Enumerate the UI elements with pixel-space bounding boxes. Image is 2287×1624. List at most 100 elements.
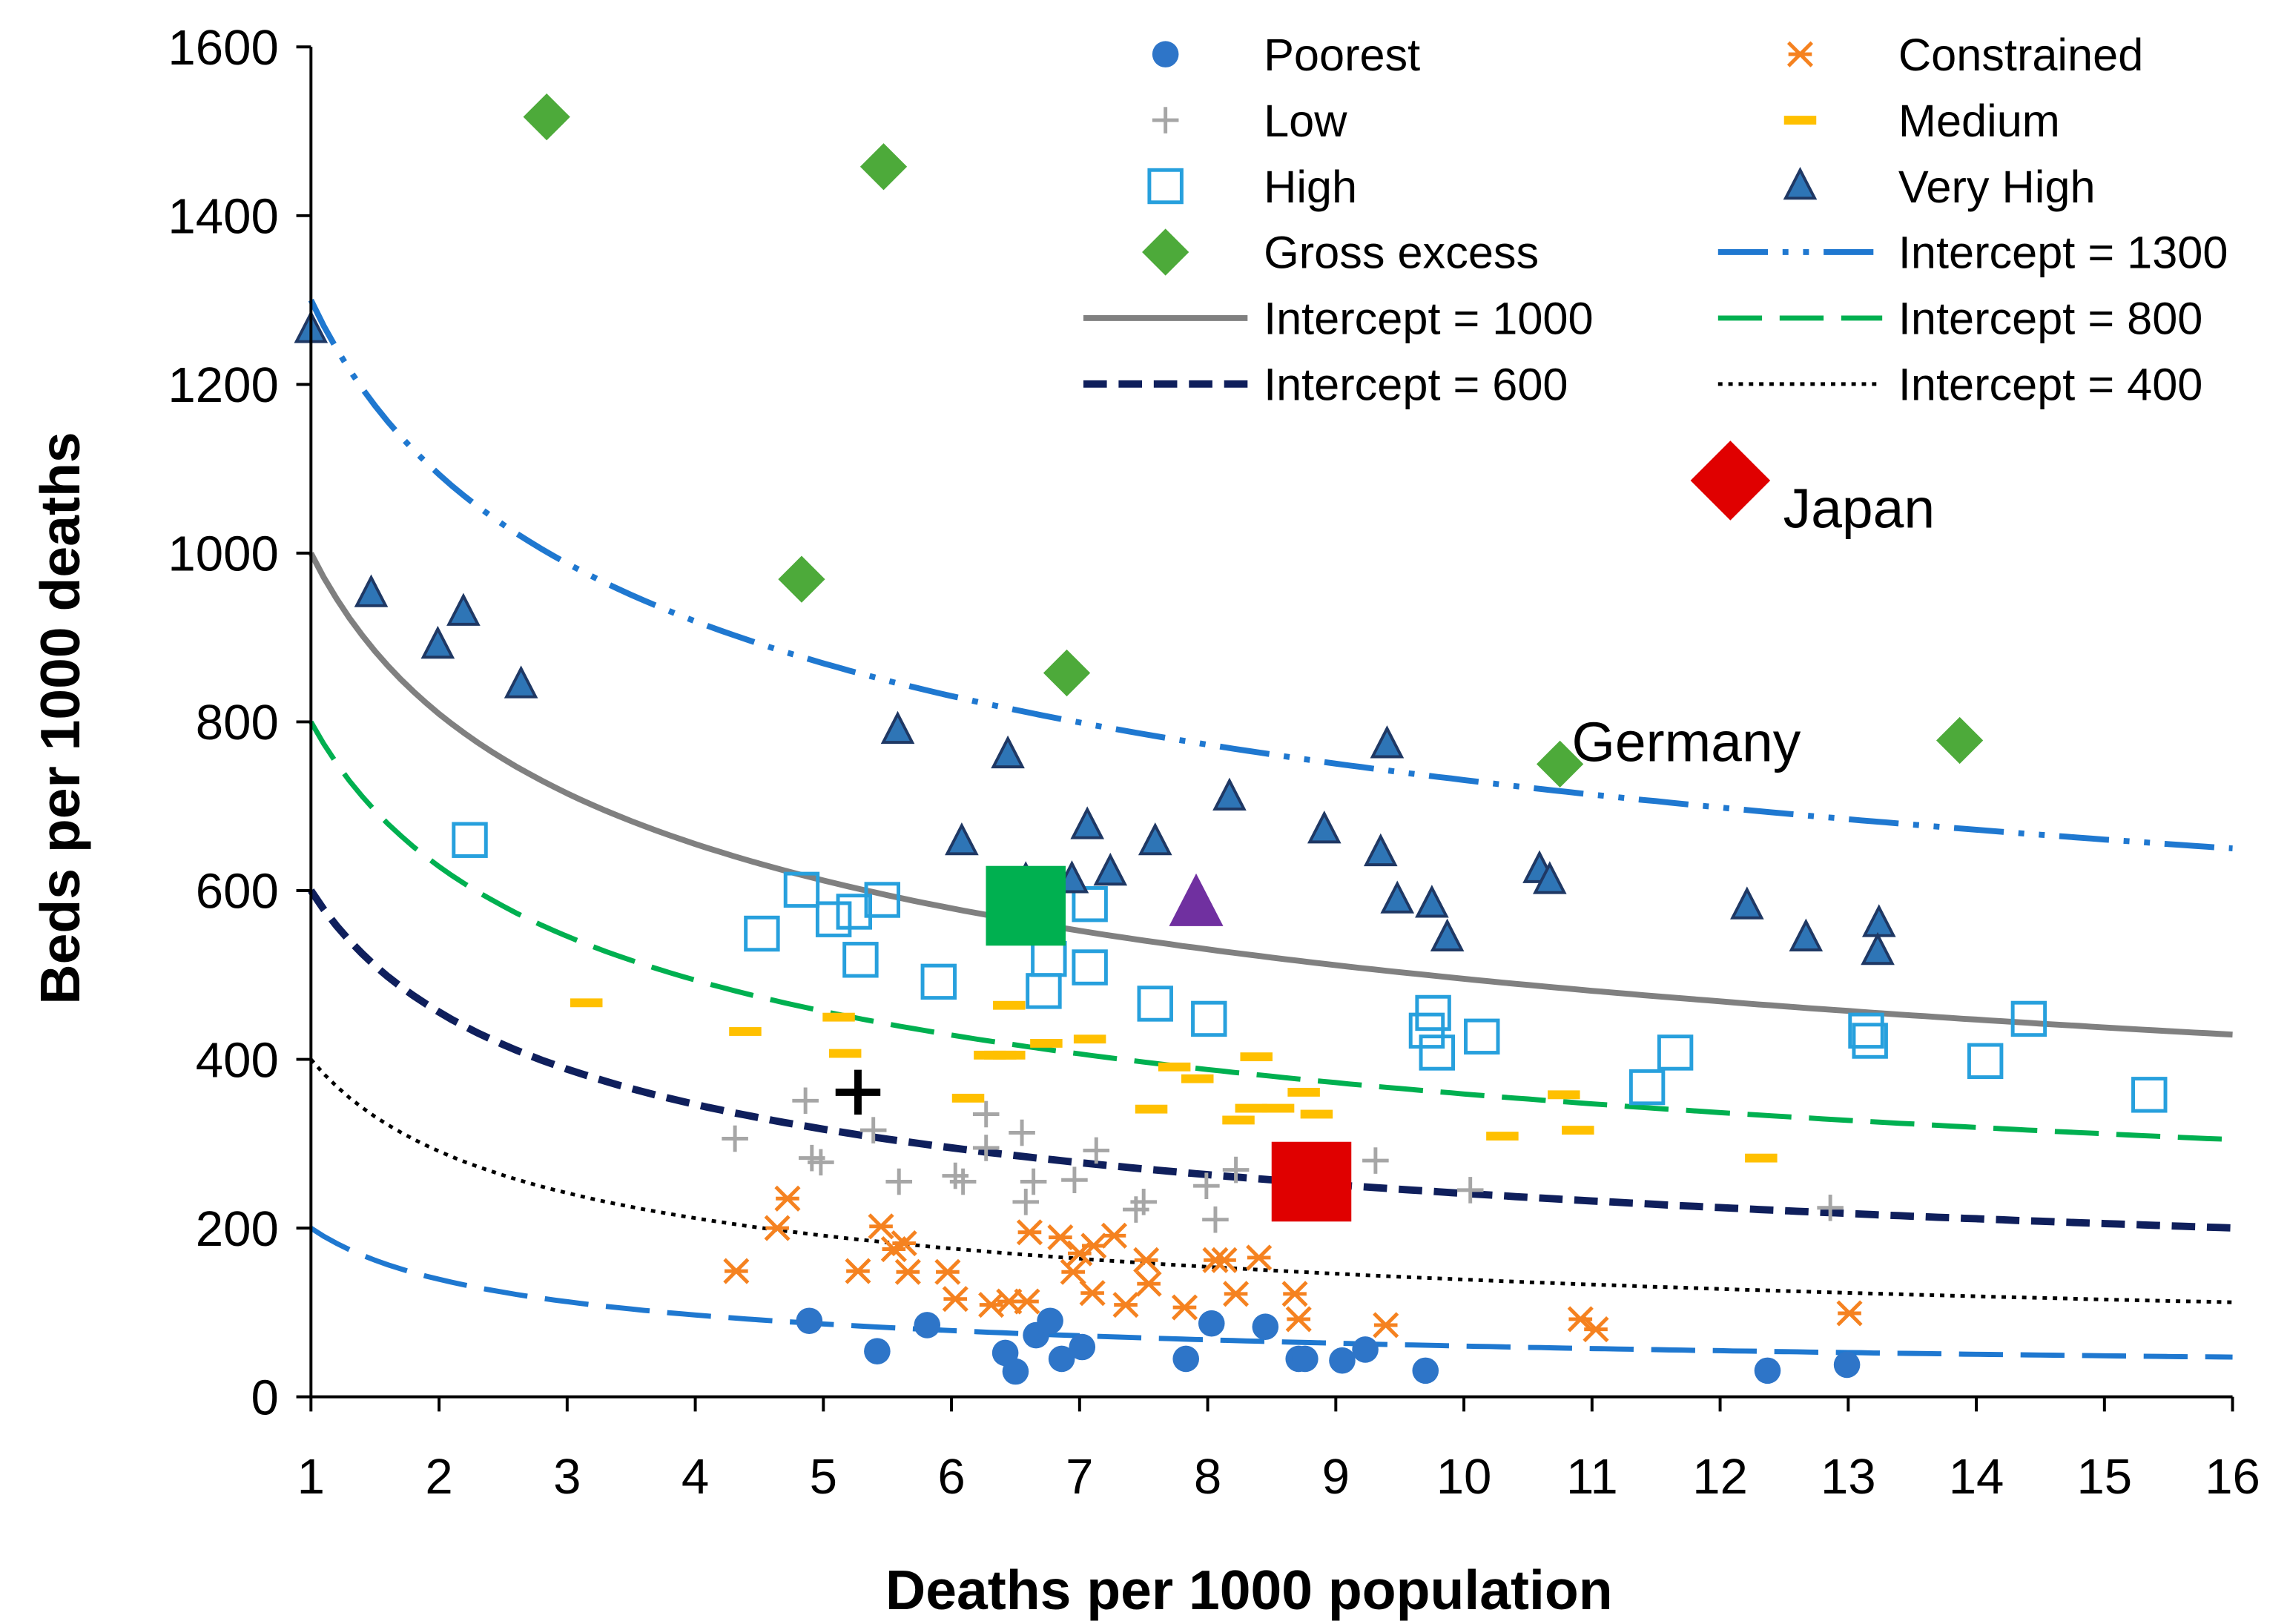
legend: Poorest Constrained Low Medium High Very High… — [1083, 30, 2228, 410]
point-poorest — [1002, 1358, 1029, 1385]
point-high — [1628, 1069, 1666, 1106]
point-very-high — [420, 625, 455, 659]
point-high — [1419, 1034, 1456, 1071]
legend-item-gross-excess: Gross excess — [1142, 228, 1539, 278]
x-tick-label: 5 — [810, 1449, 837, 1505]
point-very-high — [1070, 806, 1104, 839]
point-medium — [1486, 1132, 1519, 1141]
point-low — [1130, 1189, 1157, 1215]
point-very-high — [446, 593, 481, 626]
legend-item-intercept-=-1300: Intercept = 1300 — [1717, 228, 2228, 278]
point-gross-excess — [1935, 716, 1984, 765]
y-axis-title: Beds per 1000 deaths — [29, 432, 91, 1004]
point-low — [949, 1168, 977, 1195]
point-low — [885, 1168, 913, 1195]
point-very-high — [1789, 918, 1824, 951]
point-constrained — [1211, 1247, 1238, 1273]
legend-item-very-high: Very High — [1783, 162, 2096, 212]
point-low — [1193, 1172, 1220, 1199]
point-medium — [1030, 1038, 1063, 1048]
point-low — [1009, 1119, 1035, 1146]
point-gross-excess — [1537, 740, 1584, 788]
point-low — [1083, 1137, 1110, 1164]
point-medium — [1300, 1109, 1333, 1119]
point-very-high — [1138, 822, 1172, 856]
point-gross-excess — [778, 555, 825, 603]
point-medium — [822, 1012, 855, 1022]
point-high — [1026, 973, 1062, 1009]
highlight-point-5 — [1271, 1141, 1352, 1222]
point-high — [1848, 1012, 1884, 1049]
point-constrained — [1100, 1222, 1128, 1249]
point-high — [864, 882, 901, 918]
x-tick-label: 11 — [1566, 1449, 1618, 1505]
point-very-high — [354, 574, 389, 607]
point-high — [815, 901, 852, 937]
point-poorest — [1292, 1345, 1319, 1373]
legend-label: Constrained — [1898, 30, 2143, 80]
point-very-high — [1363, 833, 1398, 867]
point-medium — [1745, 1153, 1778, 1163]
point-low — [1202, 1206, 1229, 1233]
point-low — [792, 1087, 819, 1115]
legend-label: Gross excess — [1264, 228, 1539, 278]
point-high — [1072, 885, 1108, 922]
point-high — [920, 963, 957, 1000]
point-medium — [1287, 1087, 1320, 1097]
point-high — [1191, 1000, 1227, 1037]
point-high — [2131, 1077, 2168, 1113]
point-medium — [993, 1050, 1026, 1060]
point-constrained — [942, 1286, 968, 1313]
series-poorest — [796, 1307, 1861, 1385]
point-medium — [1181, 1074, 1214, 1083]
ticks: 1 2 3 4 5 6 7 8 9 10 11 12 13 14 15 1602004006008001000… — [168, 20, 2260, 1505]
point-constrained — [1014, 1288, 1040, 1315]
legend-swatch-gross-excess — [1142, 228, 1189, 276]
annotation-germany: Germany — [1571, 710, 1801, 773]
point-poorest — [1412, 1357, 1439, 1384]
point-constrained — [1016, 1219, 1043, 1246]
legend-swatch-poorest — [1152, 41, 1179, 67]
legend-swatch-constrained — [1786, 41, 1814, 67]
curve-intercept-400 — [309, 1057, 2233, 1304]
y-tick-label: 1200 — [168, 357, 278, 413]
point-very-high — [1430, 918, 1465, 951]
point-very-high — [1861, 931, 1895, 966]
point-very-high — [1415, 885, 1449, 918]
point-constrained — [1373, 1312, 1399, 1339]
data-points: Japan Germany — [294, 93, 2168, 1385]
point-very-high — [1093, 852, 1128, 886]
point-high — [452, 822, 488, 858]
point-constrained — [1285, 1306, 1312, 1333]
legend-item-intercept-=-800: Intercept = 800 — [1717, 294, 2202, 344]
point-poorest — [1329, 1347, 1356, 1374]
legend-item-high: High — [1147, 162, 1357, 212]
legend-label: Low — [1264, 96, 1347, 146]
point-low — [1012, 1189, 1040, 1215]
point-medium — [1158, 1062, 1191, 1072]
point-very-high — [1212, 777, 1247, 811]
x-tick-label: 13 — [1821, 1449, 1876, 1505]
y-tick-label: 0 — [251, 1370, 278, 1425]
point-high — [1967, 1043, 2004, 1080]
legend-label: Intercept = 1300 — [1898, 228, 2228, 278]
point-constrained — [1112, 1292, 1139, 1318]
point-medium — [1135, 1104, 1168, 1114]
point-constrained — [1047, 1224, 1074, 1251]
legend-swatch-medium — [1783, 116, 1817, 125]
point-poorest — [1069, 1333, 1096, 1361]
y-tick-label: 600 — [196, 864, 279, 920]
point-medium — [1073, 1034, 1106, 1044]
x-tick-label: 2 — [425, 1449, 452, 1505]
point-high — [1464, 1018, 1500, 1055]
point-low — [722, 1125, 748, 1152]
point-medium — [1261, 1103, 1295, 1113]
highlight-point-3 — [1169, 873, 1224, 926]
legend-label: Intercept = 400 — [1898, 360, 2202, 410]
point-poorest — [1352, 1336, 1379, 1363]
point-low — [1222, 1156, 1250, 1184]
point-constrained — [845, 1258, 871, 1284]
legend-item-low: Low — [1152, 96, 1347, 146]
legend-label: Intercept = 800 — [1898, 294, 2202, 344]
point-constrained — [1135, 1270, 1162, 1297]
